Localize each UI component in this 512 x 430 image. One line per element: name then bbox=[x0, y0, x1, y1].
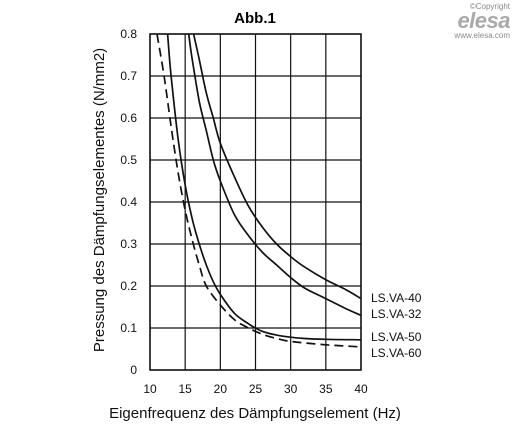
brand-watermark: ©Copyright elesa www.elesa.com bbox=[436, 2, 510, 40]
x-tick-label: 40 bbox=[354, 382, 368, 396]
chart-title: Abb.1 bbox=[234, 10, 276, 27]
series-label: LS.VA-50 bbox=[371, 330, 422, 344]
series-line-ls-va-50 bbox=[166, 34, 361, 341]
elesa-logo: elesa bbox=[457, 8, 510, 33]
series-line-ls-va-60 bbox=[156, 34, 361, 348]
series-labels: LS.VA-40 LS.VA-32 LS.VA-50 LS.VA-60 bbox=[371, 291, 422, 360]
series-label: LS.VA-60 bbox=[371, 346, 422, 360]
y-tick-label: 0.2 bbox=[120, 279, 137, 293]
y-tick-labels: 0 0.1 0.2 0.3 0.4 0.5 0.6 0.7 0.8 bbox=[120, 27, 137, 377]
x-tick-labels: 10 15 20 25 30 35 40 bbox=[143, 382, 368, 396]
y-tick-label: 0 bbox=[130, 363, 137, 377]
y-tick-label: 0.6 bbox=[120, 111, 137, 125]
grid bbox=[149, 33, 362, 371]
series-label: LS.VA-32 bbox=[371, 307, 422, 321]
copyright-text: ©Copyright bbox=[469, 2, 510, 11]
curves bbox=[156, 34, 361, 348]
x-tick-label: 15 bbox=[178, 382, 192, 396]
x-tick-label: 20 bbox=[214, 382, 228, 396]
y-axis-label: Pressung des Dämpfungselementes (N/mm2) bbox=[91, 48, 108, 352]
y-tick-label: 0.1 bbox=[120, 321, 137, 335]
x-axis-label: Eigenfrequenz des Dämpfungselement (Hz) bbox=[109, 405, 401, 422]
series-line-ls-va-32 bbox=[187, 34, 361, 317]
y-tick-label: 0.8 bbox=[120, 27, 137, 41]
series-label: LS.VA-40 bbox=[371, 291, 422, 305]
y-tick-label: 0.5 bbox=[120, 153, 137, 167]
plot-frame bbox=[149, 33, 362, 371]
y-tick-label: 0.3 bbox=[120, 237, 137, 251]
website-text: www.elesa.com bbox=[454, 31, 510, 40]
y-tick-label: 0.4 bbox=[120, 195, 137, 209]
y-tick-label: 0.7 bbox=[120, 69, 137, 83]
x-tick-label: 10 bbox=[143, 382, 157, 396]
x-tick-label: 35 bbox=[319, 382, 333, 396]
x-tick-label: 25 bbox=[249, 382, 263, 396]
x-tick-label: 30 bbox=[284, 382, 298, 396]
series-line-ls-va-40 bbox=[192, 34, 361, 300]
